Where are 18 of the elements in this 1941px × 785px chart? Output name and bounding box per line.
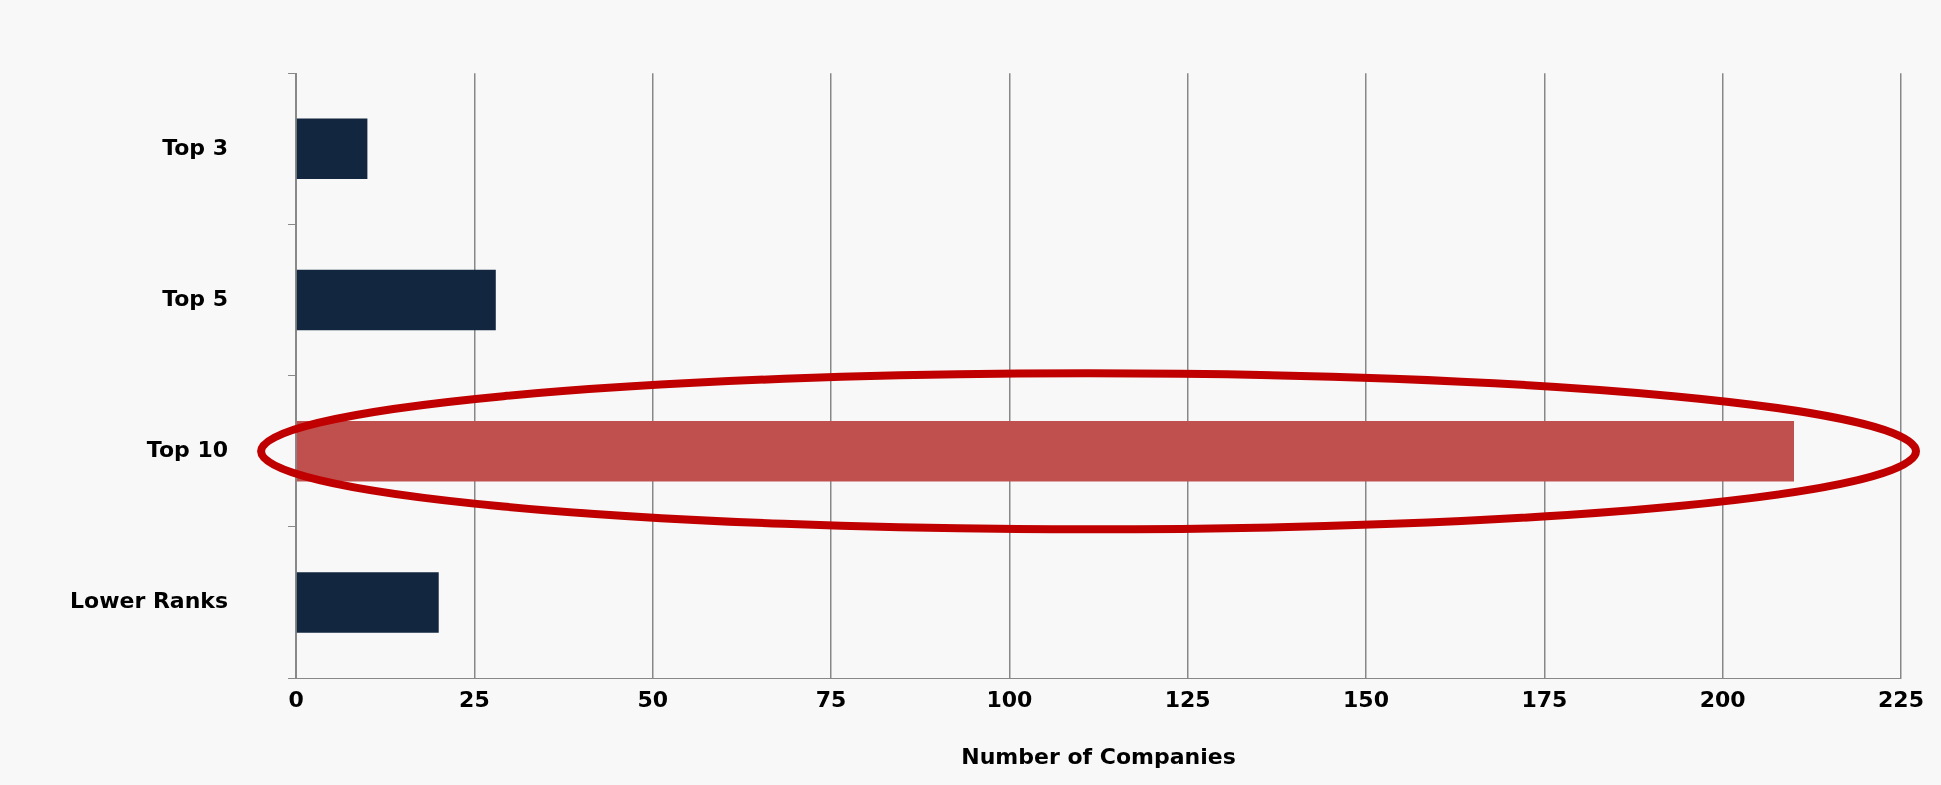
y-tick-label: Top 10 <box>146 437 229 463</box>
x-tick-label: 75 <box>815 687 847 713</box>
x-axis-title: Number of Companies <box>961 743 1236 769</box>
x-tick-label: 50 <box>637 687 669 713</box>
x-tick-label: 200 <box>1699 687 1746 713</box>
x-tick-label: 125 <box>1164 687 1211 713</box>
x-tick-label: 150 <box>1343 687 1389 713</box>
bar <box>296 269 496 331</box>
x-tick-label: 100 <box>986 687 1033 713</box>
x-tick-label: 25 <box>459 687 490 713</box>
y-tick-label: Top 5 <box>162 285 229 311</box>
bar <box>296 118 368 180</box>
bar <box>296 572 439 633</box>
x-tick-label: 175 <box>1521 687 1568 713</box>
x-tick-label: 225 <box>1878 687 1924 713</box>
x-tick-label: 0 <box>288 687 304 713</box>
y-tick-label: Top 3 <box>162 134 229 160</box>
y-tick-label: Lower Ranks <box>70 588 229 614</box>
